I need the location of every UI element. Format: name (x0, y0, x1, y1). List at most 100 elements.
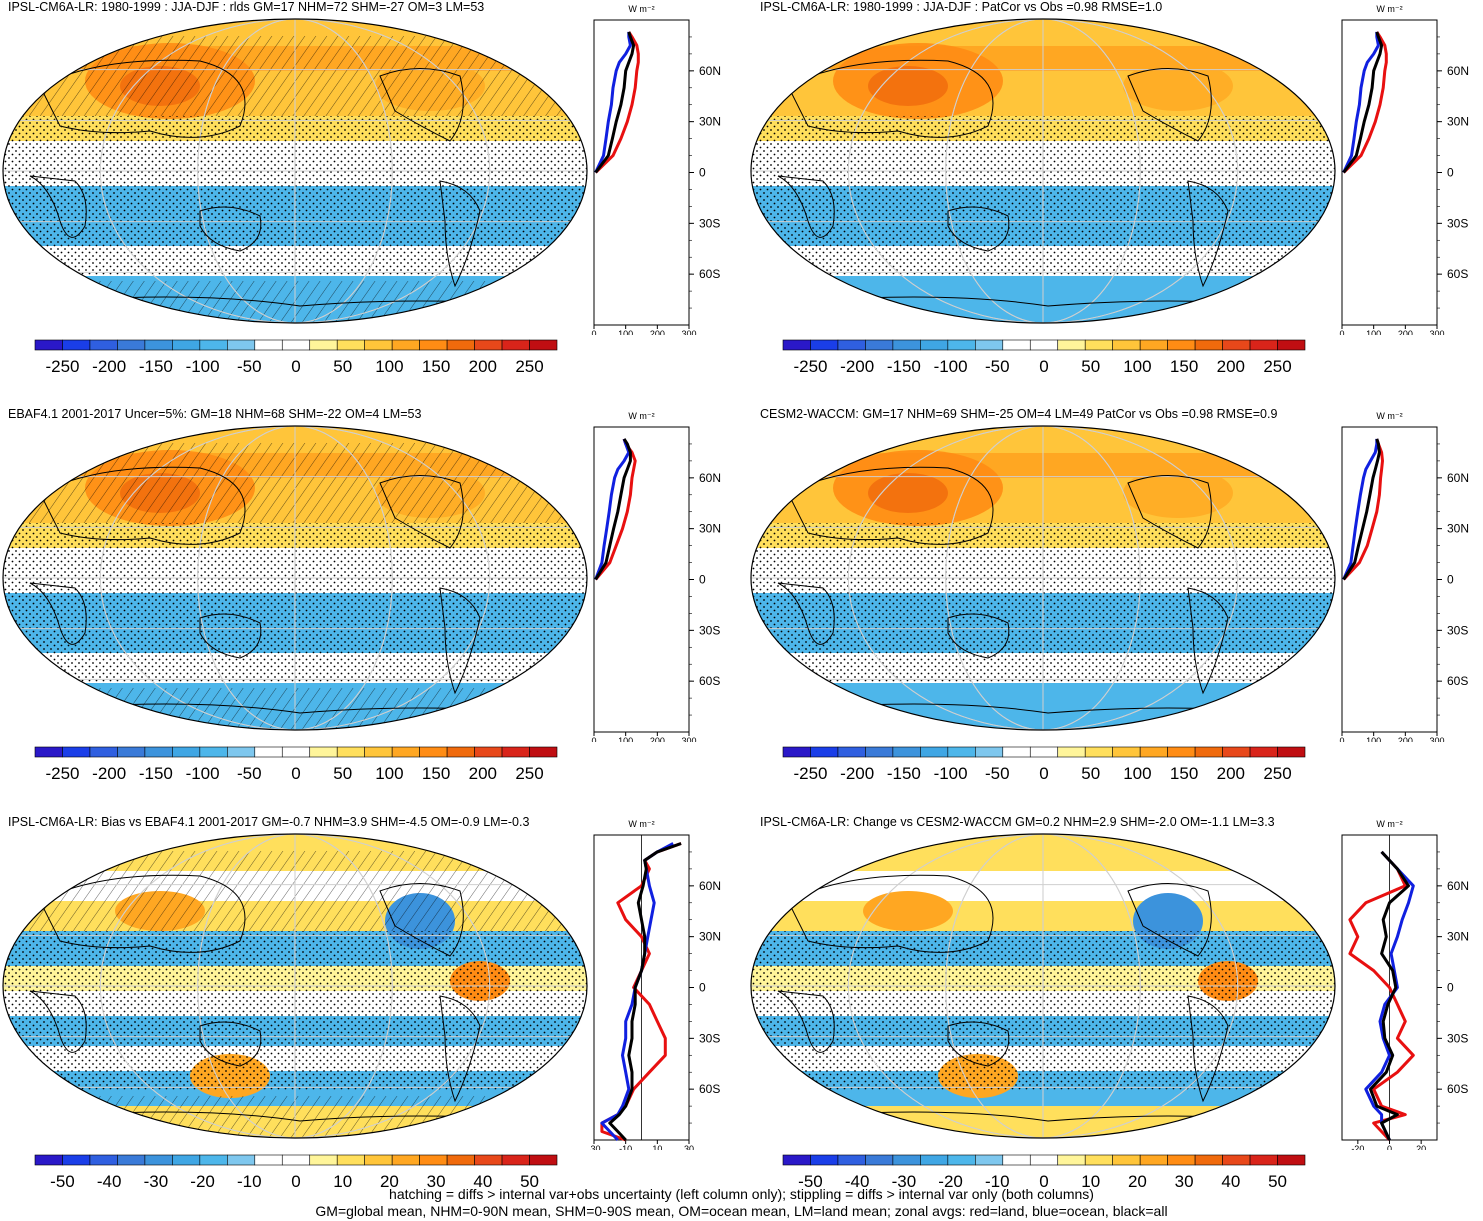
colorbar-label: 0 (291, 357, 300, 376)
colorbar-swatch (810, 339, 839, 351)
colorbar-swatch (1139, 746, 1168, 758)
colorbar-swatch (1277, 1154, 1306, 1166)
colorbar-swatch (501, 1154, 530, 1166)
colorbar-swatch (1139, 339, 1168, 351)
zonal-mean-plot: W m⁻² 60N 30N 0 30S 60S 0 100 200 300 (591, 4, 721, 335)
colorbar-label: 150 (422, 357, 450, 376)
lat-tick-label: 0 (1447, 573, 1454, 587)
unit-label: W m⁻² (628, 411, 654, 421)
colorbar-swatch (947, 339, 976, 351)
lat-tick-label: 60N (699, 64, 721, 78)
series-line-ocean (1342, 31, 1380, 174)
colorbar-label: -200 (840, 764, 874, 783)
lat-tick-label: 0 (699, 166, 706, 180)
colorbar-swatch (281, 1154, 311, 1166)
panel-5: IPSL-CM6A-LR: Bias vs EBAF4.1 2001-2017 … (0, 815, 740, 1220)
series-line-ocean (594, 31, 632, 174)
colorbar-label: -100 (934, 357, 968, 376)
colorbar-swatch (117, 746, 146, 758)
colorbar-label: 40 (473, 1172, 492, 1191)
colorbar-swatch (199, 746, 228, 758)
colorbar-swatch (782, 746, 811, 758)
colorbar-label: 250 (515, 764, 543, 783)
lat-tick-label: 0 (699, 573, 706, 587)
x-tick-label: 0 (1339, 329, 1344, 335)
colorbar-label: -200 (92, 357, 126, 376)
colorbar-swatch (1029, 339, 1059, 351)
colorbar-swatch (62, 746, 91, 758)
colorbar-swatch (865, 746, 894, 758)
colorbar-label: 20 (1128, 1172, 1147, 1191)
series-line-ocean (594, 438, 631, 581)
colorbar-label: 50 (1081, 357, 1100, 376)
footer-line-1: hatching = diffs > internal var+obs unce… (389, 1186, 1094, 1202)
lat-tick-label: 0 (699, 981, 706, 995)
colorbar-label: 0 (291, 764, 300, 783)
map-warm-patch (863, 891, 953, 931)
colorbar-label: 10 (333, 1172, 352, 1191)
colorbar-label: 150 (1170, 357, 1198, 376)
colorbar-swatch (34, 746, 63, 758)
series-line-all (1369, 850, 1410, 1141)
lat-tick-label: 30N (1447, 115, 1469, 129)
colorbar-swatch (364, 746, 393, 758)
colorbar-swatch (1222, 339, 1251, 351)
colorbar-label: -40 (97, 1172, 122, 1191)
colorbar-label: -50 (798, 1172, 823, 1191)
colorbar-swatch (1249, 1154, 1278, 1166)
zonal-mean-plot: W m⁻² 60N 30N 0 30S 60S 0 100 200 300 (1339, 411, 1469, 742)
colorbar-label: 50 (333, 357, 352, 376)
colorbar-swatch (309, 1154, 338, 1166)
panel-1: IPSL-CM6A-LR: 1980-1999 : JJA-DJF : rlds… (0, 0, 740, 405)
colorbar-label: 100 (375, 764, 403, 783)
x-tick-label: 300 (1429, 736, 1444, 742)
colorbar-label: -100 (934, 764, 968, 783)
panel-title: IPSL-CM6A-LR: Bias vs EBAF4.1 2001-2017 … (8, 815, 530, 829)
map-warm-patch (1123, 468, 1233, 518)
panel-title: CESM2-WACCM: GM=17 NHM=69 SHM=-25 OM=4 L… (760, 407, 1278, 421)
colorbar-swatch (1112, 1154, 1141, 1166)
colorbar-swatch (446, 339, 475, 351)
colorbar-label: -250 (793, 357, 827, 376)
colorbar-swatch (892, 339, 921, 351)
zonal-mean-plot: W m⁻² 60N 30N 0 30S 60S 0 100 200 300 (1339, 4, 1469, 335)
colorbar-swatch (474, 746, 503, 758)
colorbar-swatch (364, 339, 393, 351)
colorbar-swatch (837, 339, 866, 351)
colorbar: -250 -200 -150 -100 -50 0 50 100 150 200 250 (34, 339, 558, 376)
x-tick-label: 300 (1429, 329, 1444, 335)
panel-title: IPSL-CM6A-LR: Change vs CESM2-WACCM GM=0… (760, 815, 1275, 829)
map-plot (2, 18, 588, 324)
colorbar-swatch (281, 339, 311, 351)
colorbar-swatch (281, 746, 311, 758)
colorbar-swatch (89, 339, 118, 351)
colorbar-swatch (144, 1154, 173, 1166)
colorbar-swatch (529, 746, 558, 758)
colorbar-swatch (975, 1154, 1004, 1166)
colorbar-swatch (1002, 1154, 1031, 1166)
colorbar-label: -50 (50, 1172, 75, 1191)
graticule (751, 19, 1335, 323)
map-outline (2, 18, 588, 324)
colorbar-swatch (1029, 1154, 1059, 1166)
colorbar: -50 -40 -30 -20 -10 0 10 20 30 40 50 (34, 1154, 558, 1191)
panel-3: EBAF4.1 2001-2017 Uncer=5%: GM=18 NHM=68… (0, 407, 740, 812)
x-tick-label: 300 (681, 736, 696, 742)
colorbar-swatch (837, 1154, 866, 1166)
colorbar-swatch (117, 1154, 146, 1166)
colorbar-label: 0 (291, 1172, 300, 1191)
colorbar-swatch (1222, 1154, 1251, 1166)
lat-tick-label: 60N (699, 471, 721, 485)
series-line-all (594, 438, 632, 581)
colorbar-swatch (975, 339, 1004, 351)
colorbar-label: -30 (144, 1172, 169, 1191)
colorbar-label: 100 (375, 357, 403, 376)
colorbar-label: 200 (1217, 764, 1245, 783)
x-tick-label: 0 (1387, 1144, 1392, 1150)
lat-tick-label: 60N (1447, 471, 1469, 485)
series-line-land (1348, 850, 1415, 1142)
colorbar-label: -250 (45, 357, 79, 376)
colorbar-swatch (62, 1154, 91, 1166)
colorbar-label: 250 (1263, 764, 1291, 783)
colorbar-swatch (254, 1154, 283, 1166)
